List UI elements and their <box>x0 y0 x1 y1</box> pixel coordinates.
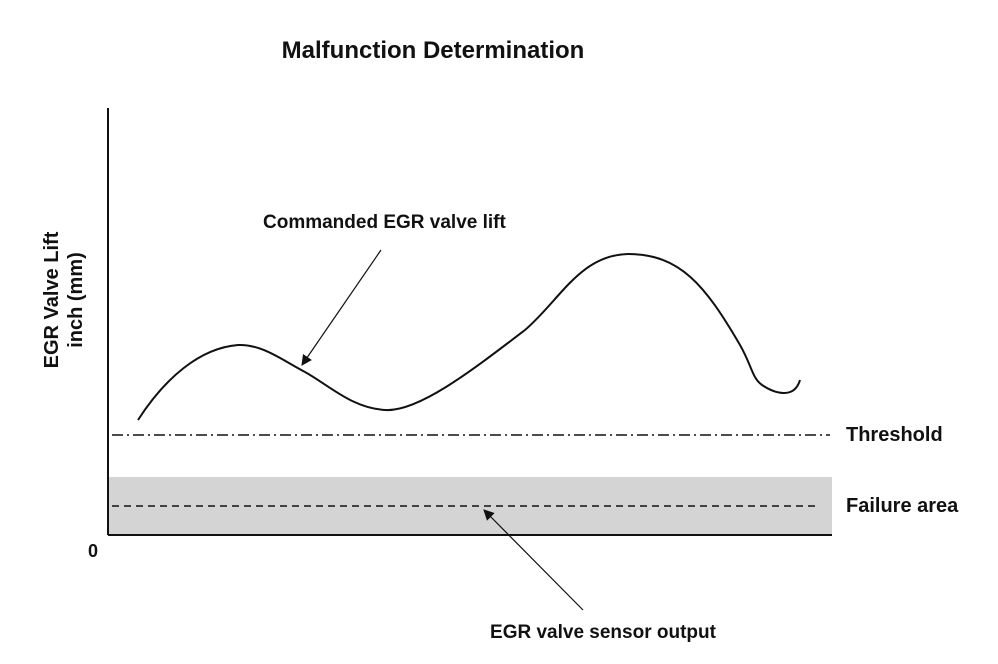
sensor-output-label: EGR valve sensor output <box>490 622 717 643</box>
failure-area-band <box>108 477 832 535</box>
sensor-output-arrow <box>483 509 584 611</box>
y-axis-label: EGR Valve Lift inch (mm) <box>41 231 87 368</box>
commanded-lift-curve <box>137 252 801 421</box>
diagram-title: Malfunction Determination <box>282 37 585 64</box>
commanded-label: Commanded EGR valve lift <box>263 212 507 233</box>
y-axis-label-line2: inch (mm) <box>65 252 87 348</box>
commanded-arrow <box>301 249 382 366</box>
failure-area-label: Failure area <box>846 495 959 517</box>
threshold-label: Threshold <box>846 424 943 446</box>
y-axis-label-line1: EGR Valve Lift <box>41 231 63 368</box>
origin-label: 0 <box>88 541 98 561</box>
